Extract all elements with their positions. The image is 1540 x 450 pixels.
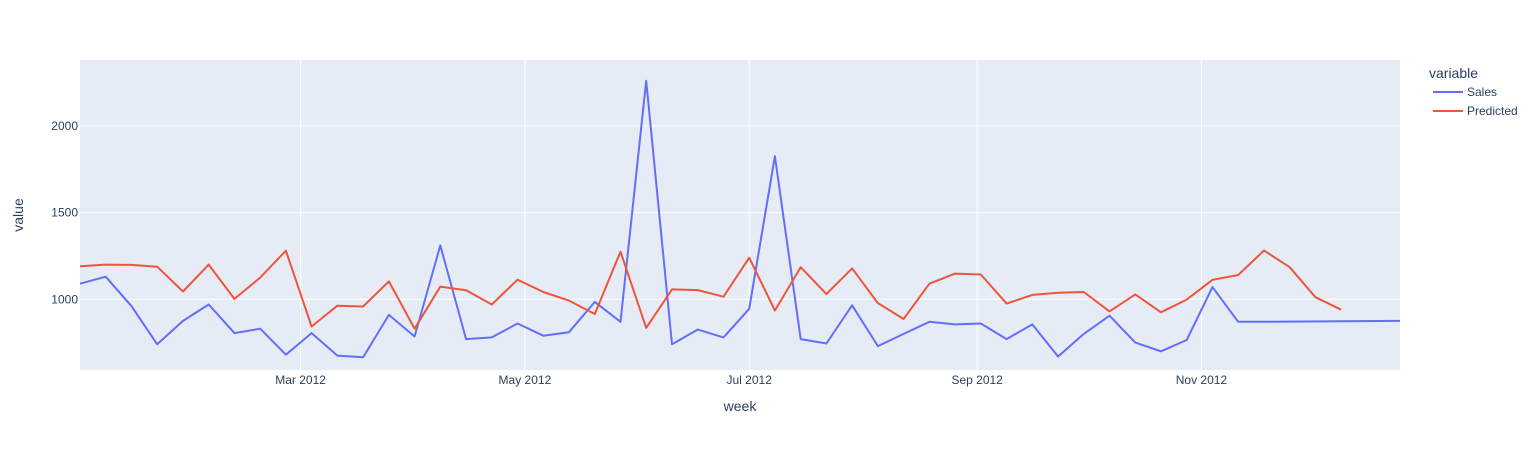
legend: variable Sales Predicted	[1429, 65, 1518, 118]
x-tick-label: Sep 2012	[951, 373, 1003, 387]
legend-title: variable	[1429, 65, 1478, 81]
x-gridlines	[300, 60, 1202, 370]
legend-item-sales[interactable]: Sales	[1433, 85, 1497, 99]
x-tick-label: Jul 2012	[727, 373, 773, 387]
y-tick-label: 2000	[51, 119, 78, 133]
x-tick-labels: Mar 2012 May 2012 Jul 2012 Sep 2012 Nov 2012	[275, 373, 1227, 387]
y-tick-labels: 1000 1500 2000	[51, 119, 78, 306]
series-lines	[79, 79, 1401, 359]
y-tick-label: 1500	[51, 206, 78, 220]
legend-items: Sales Predicted	[1433, 85, 1518, 118]
x-tick-label: Mar 2012	[275, 373, 326, 387]
y-axis-title: value	[10, 198, 26, 232]
x-axis-title: week	[723, 398, 758, 414]
y-tick-label: 1000	[51, 292, 78, 306]
plot-background	[80, 60, 1400, 370]
series-line-predicted	[79, 249, 1342, 330]
x-tick-label: May 2012	[499, 373, 552, 387]
y-gridlines	[80, 125, 1400, 300]
legend-label: Predicted	[1467, 104, 1518, 118]
series-line-sales	[79, 79, 1401, 359]
x-tick-label: Nov 2012	[1176, 373, 1228, 387]
legend-label: Sales	[1467, 85, 1497, 99]
legend-item-predicted[interactable]: Predicted	[1433, 104, 1518, 118]
